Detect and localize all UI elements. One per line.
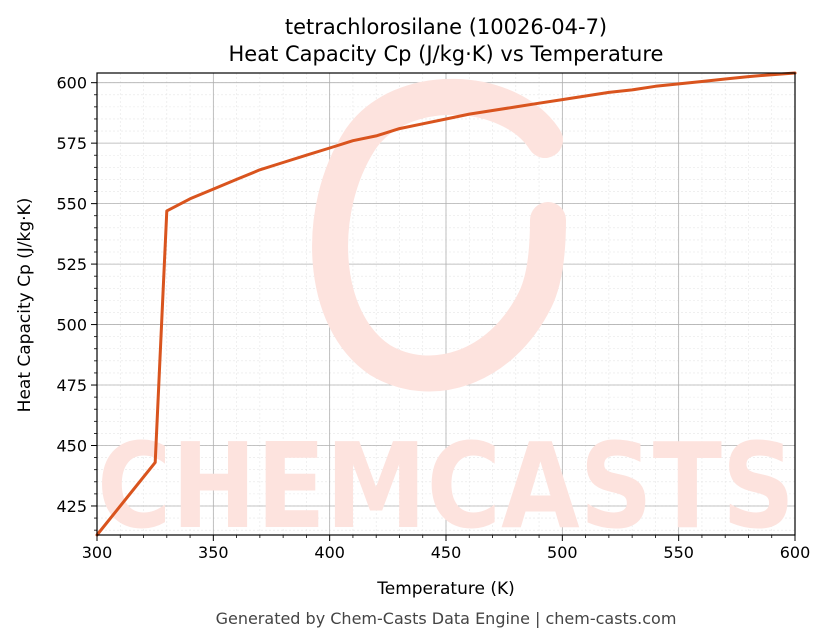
y-tick-label: 600 [56,74,87,93]
plot-frame [96,72,796,536]
y-tick-label: 550 [56,195,87,214]
y-tick-label: 425 [56,497,87,516]
x-tick-label: 600 [780,543,811,562]
y-tick-label: 450 [56,437,87,456]
y-tick-label: 500 [56,316,87,335]
chart-subtitle: Heat Capacity Cp (J/kg·K) vs Temperature [229,42,664,66]
y-tick-label: 575 [56,134,87,153]
x-tick-label: 550 [663,543,694,562]
watermark-logo: CHEMCASTS [97,78,795,555]
y-tick-label: 525 [56,255,87,274]
chart-title: tetrachlorosilane (10026-04-7) [285,15,607,39]
axis-ticks: 300 350 400 450 500 550 600 425 450 475 500 525 550 5… [56,74,810,562]
y-axis-label: Heat Capacity Cp (J/kg·K) [15,198,35,413]
x-tick-label: 350 [198,543,229,562]
watermark-swirl [312,78,566,392]
series-line [95,71,797,537]
x-tick-label: 500 [547,543,578,562]
x-tick-label: 300 [82,543,113,562]
x-tick-label: 400 [314,543,345,562]
x-axis-label: Temperature (K) [376,579,515,599]
footer-credit: Generated by Chem-Casts Data Engine | ch… [216,609,677,628]
series-layer [95,71,797,537]
watermark-text: CHEMCASTS [97,417,795,555]
y-tick-label: 475 [56,376,87,395]
x-tick-label: 450 [431,543,462,562]
